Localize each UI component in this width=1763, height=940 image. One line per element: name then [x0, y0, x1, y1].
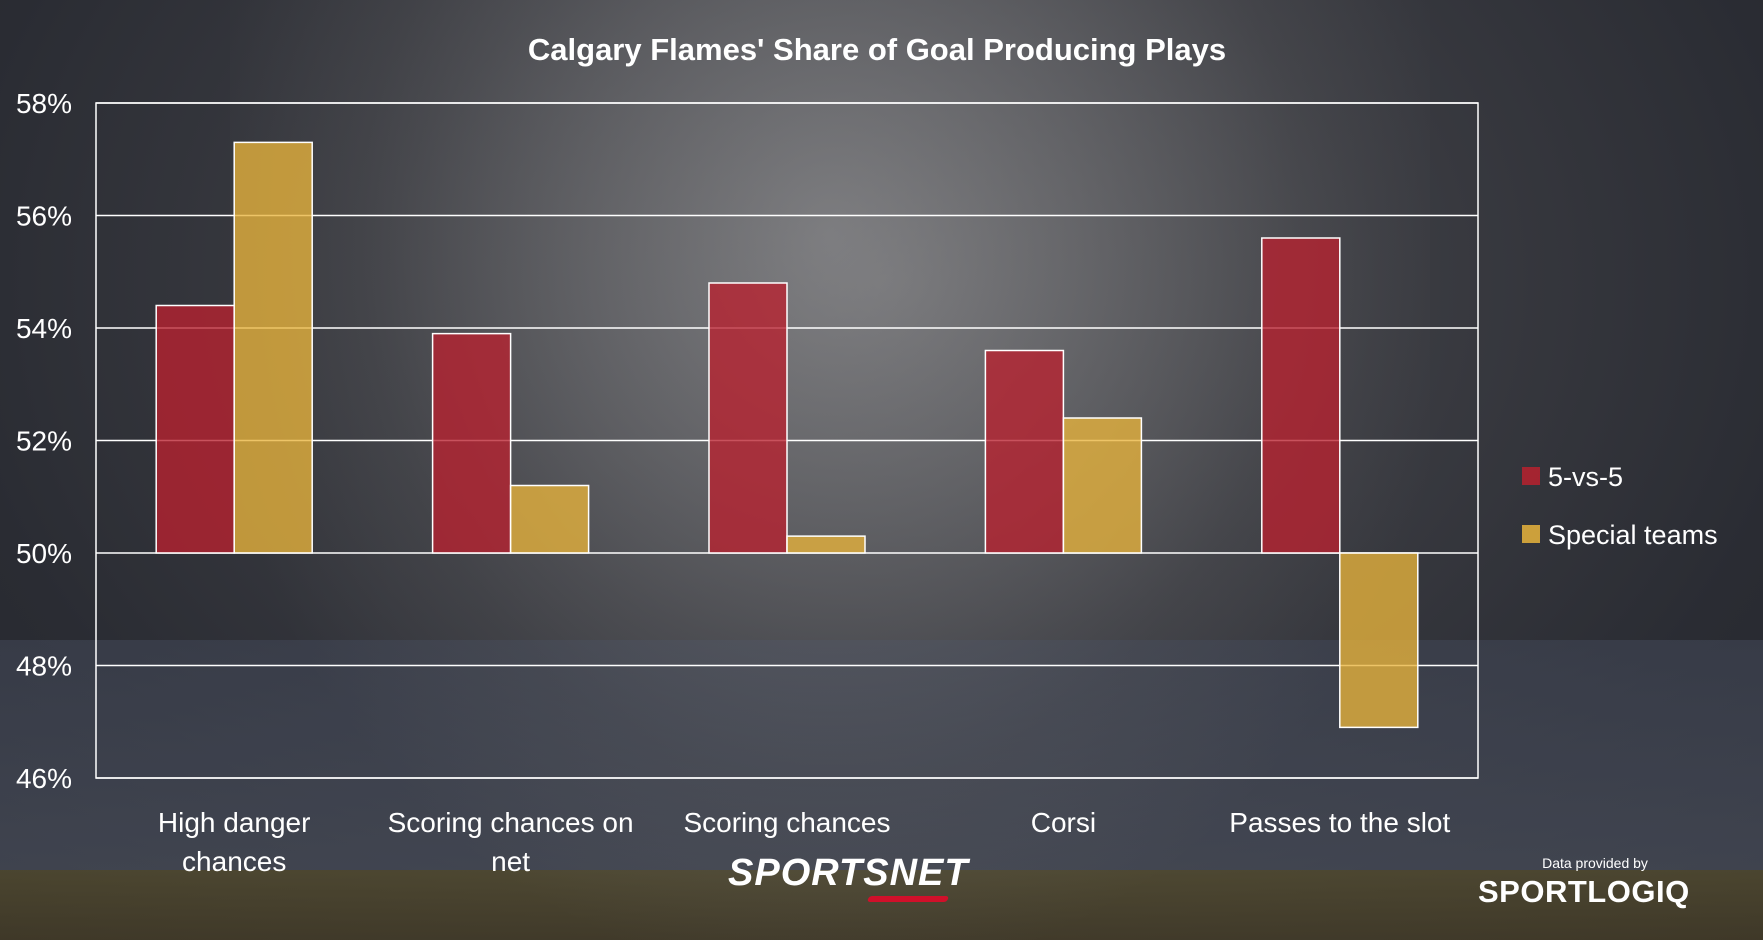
- chart-title: Calgary Flames' Share of Goal Producing …: [528, 32, 1226, 67]
- y-tick-label: 54%: [16, 313, 72, 344]
- data-credit: Data provided by: [1542, 855, 1648, 871]
- sportsnet-logo-text: SPORTSNET: [728, 852, 969, 894]
- bar-special-teams: [786, 535, 866, 554]
- x-category-label: High danger chances: [158, 807, 311, 877]
- legend-label: 5-vs-5: [1548, 462, 1623, 492]
- sportlogiq-logo: SPORTLOGIQ: [1478, 874, 1690, 909]
- bar-special-teams: [1062, 417, 1143, 554]
- y-tick-label: 50%: [16, 538, 72, 569]
- x-category-label: Corsi: [1031, 807, 1096, 838]
- legend-label: Special teams: [1548, 520, 1718, 550]
- legend-swatch: [1522, 467, 1540, 485]
- bar-special-teams: [233, 141, 313, 554]
- x-axis-categories: High danger chances Scoring chances on net S…: [158, 807, 1451, 877]
- y-tick-label: 48%: [16, 651, 72, 682]
- gridlines: [95, 102, 1479, 779]
- bar-5-vs-5: [155, 304, 235, 554]
- y-axis-ticks: 46% 48% 50% 52% 54% 56% 58%: [16, 88, 72, 794]
- bar-5-vs-5: [431, 332, 512, 554]
- sportsnet-swoosh-icon: [866, 896, 950, 902]
- x-category-label: Scoring chances on net: [388, 807, 634, 877]
- legend-swatch: [1522, 525, 1540, 543]
- background-player: [230, 0, 1430, 940]
- x-category-label: Scoring chances: [683, 807, 890, 838]
- bar-5-vs-5: [1261, 237, 1341, 554]
- background-ice-edge: [0, 870, 1763, 940]
- bar-5-vs-5: [984, 349, 1065, 554]
- y-tick-label: 52%: [16, 426, 72, 457]
- y-tick-label: 58%: [16, 88, 72, 119]
- bar-special-teams: [1339, 552, 1419, 729]
- bar-special-teams: [509, 484, 590, 554]
- sportsnet-logo: SPORTSNET: [728, 852, 969, 902]
- bars: [155, 141, 1419, 729]
- y-tick-label: 46%: [16, 763, 72, 794]
- y-tick-label: 56%: [16, 201, 72, 232]
- bar-5-vs-5: [708, 282, 788, 554]
- background-boards: [0, 640, 1763, 870]
- x-category-label: Passes to the slot: [1229, 807, 1450, 838]
- legend: 5-vs-5 Special teams: [1522, 462, 1718, 550]
